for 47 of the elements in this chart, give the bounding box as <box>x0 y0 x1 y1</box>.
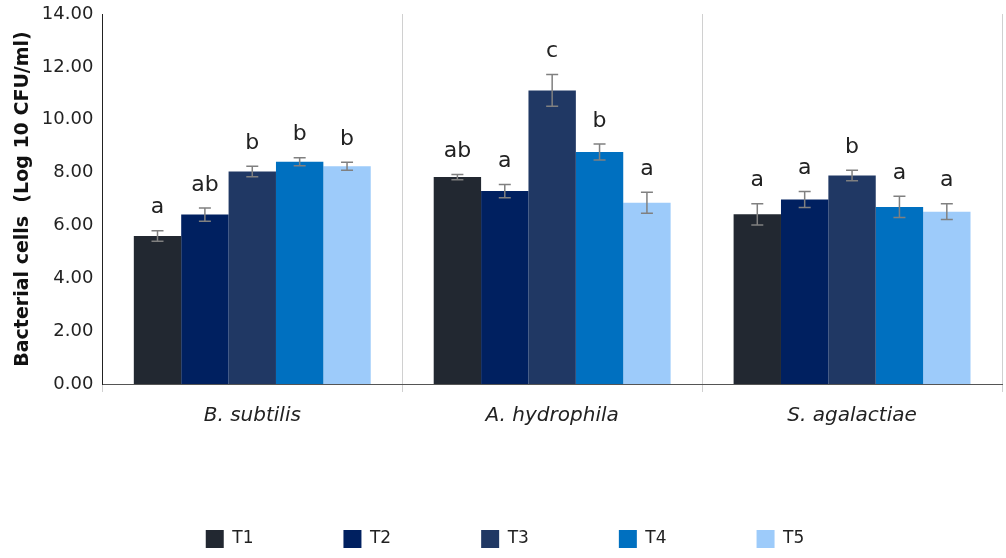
bar <box>575 151 624 384</box>
data-label: a <box>640 154 654 180</box>
bar <box>623 202 671 384</box>
legend-label: T5 <box>782 527 805 548</box>
y-tick-label: 8.00 <box>53 160 94 182</box>
bar <box>780 199 829 384</box>
data-label: ab <box>443 137 472 163</box>
data-label: b <box>245 128 260 154</box>
y-tick-label: 12.00 <box>41 54 94 76</box>
y-tick-label: 0.00 <box>53 371 94 393</box>
bar <box>828 175 876 384</box>
data-label: a <box>150 193 165 219</box>
bar <box>923 211 971 384</box>
data-label: a <box>750 166 765 192</box>
bar <box>323 166 371 384</box>
legend-label: T2 <box>368 527 392 548</box>
bar <box>481 191 529 384</box>
x-tick-label: B. subtilis <box>203 402 301 427</box>
data-label: a <box>797 154 812 180</box>
data-label: a <box>498 147 512 173</box>
legend-label: T4 <box>644 527 667 548</box>
bar <box>133 236 182 384</box>
bar <box>528 90 576 384</box>
y-tick-label: 2.00 <box>53 318 94 340</box>
y-tick-label: 4.00 <box>53 265 94 287</box>
x-tick-label: S. agalactiae <box>787 402 917 427</box>
data-label: ab <box>191 170 219 196</box>
legend-label: T1 <box>231 527 254 548</box>
data-label: a <box>892 159 907 185</box>
bar <box>433 177 482 384</box>
x-tick-label: A. hydrophila <box>483 402 619 427</box>
bar <box>733 214 781 384</box>
legend-label: T3 <box>506 527 529 548</box>
data-label: b <box>845 132 860 158</box>
data-label: b <box>592 106 607 132</box>
data-label: a <box>940 166 954 192</box>
bar <box>875 206 924 384</box>
data-label: b <box>292 120 307 146</box>
bar <box>275 161 324 384</box>
y-tick-label: 6.00 <box>53 213 94 235</box>
data-label: c <box>546 37 559 63</box>
y-tick-label: 10.00 <box>41 107 94 129</box>
bar <box>228 171 276 384</box>
bar <box>181 214 229 384</box>
data-label: b <box>340 124 355 150</box>
y-tick-label: 14.00 <box>41 1 94 23</box>
y-axis-title: Bacterial cells (Log 10 CFU/ml) <box>10 31 33 367</box>
